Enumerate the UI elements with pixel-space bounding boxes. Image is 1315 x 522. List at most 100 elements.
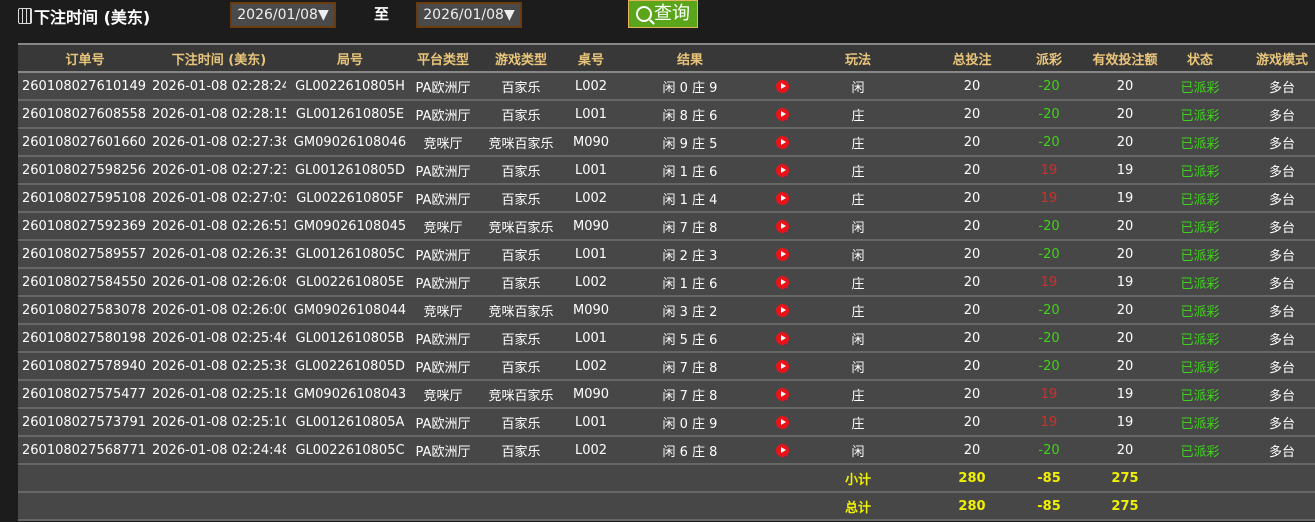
- video-play-icon[interactable]: [775, 135, 789, 149]
- bet-time: 2026-01-08 02:27:03: [152, 184, 286, 213]
- game-type: 百家乐: [472, 436, 570, 465]
- video-play-icon[interactable]: [775, 303, 789, 317]
- query-label: 查询: [654, 3, 690, 24]
- game-mode: 多台: [1224, 212, 1315, 241]
- total-bet: 20: [920, 156, 1024, 185]
- table-no: L002: [570, 72, 612, 101]
- query-button[interactable]: 查询: [628, 0, 698, 28]
- replay-cell[interactable]: [768, 380, 796, 409]
- column-header: 总投注: [920, 43, 1024, 73]
- payout: 19: [1024, 184, 1074, 213]
- subtotal-payout: -85: [1024, 464, 1074, 493]
- video-play-icon[interactable]: [775, 79, 789, 93]
- bet-time: 2026-01-08 02:27:23: [152, 156, 286, 185]
- table-row: 260108027584550 2026-01-08 02:26:08 GL0022…: [18, 268, 1315, 297]
- result: 闲 6 庄 8: [612, 436, 768, 465]
- result: 闲 7 庄 8: [612, 212, 768, 241]
- table-row: 260108027573791 2026-01-08 02:25:10 GL0012…: [18, 408, 1315, 437]
- replay-cell[interactable]: [768, 72, 796, 101]
- platform: PA欧洲厅: [414, 72, 472, 101]
- bet-time: 2026-01-08 02:27:38: [152, 128, 286, 157]
- table-no: L001: [570, 100, 612, 129]
- empty-cell: [414, 492, 472, 521]
- video-play-icon[interactable]: [775, 387, 789, 401]
- video-play-icon[interactable]: [775, 415, 789, 429]
- bet-time: 2026-01-08 02:28:15: [152, 100, 286, 129]
- table-row: 260108027575477 2026-01-08 02:25:18 GM0902…: [18, 380, 1315, 409]
- replay-cell[interactable]: [768, 268, 796, 297]
- game-type: 百家乐: [472, 184, 570, 213]
- bet-option: 庄: [796, 100, 920, 129]
- replay-cell[interactable]: [768, 156, 796, 185]
- valid-bet: 20: [1074, 212, 1176, 241]
- video-play-icon[interactable]: [775, 191, 789, 205]
- video-play-icon[interactable]: [775, 107, 789, 121]
- round-id: GM09026108044: [286, 296, 414, 325]
- replay-cell[interactable]: [768, 128, 796, 157]
- status: 已派彩: [1176, 212, 1224, 241]
- status: 已派彩: [1176, 296, 1224, 325]
- payout: -20: [1024, 296, 1074, 325]
- empty-cell: [472, 464, 570, 493]
- column-header: 桌号: [570, 43, 612, 73]
- status: 已派彩: [1176, 436, 1224, 465]
- game-mode: 多台: [1224, 100, 1315, 129]
- empty-cell: [1224, 464, 1315, 493]
- bet-time: 2026-01-08 02:25:46: [152, 324, 286, 353]
- order-id: 260108027601660: [18, 128, 152, 157]
- game-mode: 多台: [1224, 408, 1315, 437]
- bet-option: 庄: [796, 268, 920, 297]
- payout: -20: [1024, 240, 1074, 269]
- round-id: GL0012610805A: [286, 408, 414, 437]
- replay-cell[interactable]: [768, 436, 796, 465]
- status: 已派彩: [1176, 184, 1224, 213]
- video-play-icon[interactable]: [775, 163, 789, 177]
- replay-cell[interactable]: [768, 240, 796, 269]
- replay-cell[interactable]: [768, 212, 796, 241]
- result: 闲 2 庄 3: [612, 240, 768, 269]
- column-header: 下注时间 (美东): [152, 43, 286, 73]
- payout: -20: [1024, 72, 1074, 101]
- total-bet: 20: [920, 296, 1024, 325]
- payout: -20: [1024, 212, 1074, 241]
- platform: 竞咪厅: [414, 212, 472, 241]
- date-to-select[interactable]: 2026/01/08▼: [416, 2, 522, 28]
- empty-cell: [152, 492, 286, 521]
- replay-cell[interactable]: [768, 184, 796, 213]
- date-from-select[interactable]: 2026/01/08▼: [230, 2, 336, 28]
- round-id: GL0022610805D: [286, 352, 414, 381]
- video-play-icon[interactable]: [775, 247, 789, 261]
- table-row: 260108027580198 2026-01-08 02:25:46 GL0012…: [18, 324, 1315, 353]
- empty-cell: [768, 492, 796, 521]
- column-header: 派彩: [1024, 43, 1074, 73]
- replay-cell[interactable]: [768, 296, 796, 325]
- total-row: 总计 280 -85 275: [18, 492, 1315, 521]
- empty-cell: [18, 492, 152, 521]
- video-play-icon[interactable]: [775, 359, 789, 373]
- total-bet: 20: [920, 72, 1024, 101]
- order-id: 260108027584550: [18, 268, 152, 297]
- table-no: M090: [570, 128, 612, 157]
- table-no: M090: [570, 212, 612, 241]
- table-row: 260108027610149 2026-01-08 02:28:24 GL0022…: [18, 72, 1315, 101]
- round-id: GL0022610805C: [286, 436, 414, 465]
- bet-time: 2026-01-08 02:24:48: [152, 436, 286, 465]
- replay-cell[interactable]: [768, 352, 796, 381]
- video-play-icon[interactable]: [775, 219, 789, 233]
- video-play-icon[interactable]: [775, 275, 789, 289]
- platform: PA欧洲厅: [414, 352, 472, 381]
- payout: 19: [1024, 156, 1074, 185]
- replay-cell[interactable]: [768, 408, 796, 437]
- replay-cell[interactable]: [768, 324, 796, 353]
- video-play-icon[interactable]: [775, 443, 789, 457]
- video-play-icon[interactable]: [775, 331, 789, 345]
- table-no: M090: [570, 296, 612, 325]
- game-mode: 多台: [1224, 268, 1315, 297]
- replay-cell[interactable]: [768, 100, 796, 129]
- table-no: L002: [570, 184, 612, 213]
- status: 已派彩: [1176, 408, 1224, 437]
- total-bet: 20: [920, 352, 1024, 381]
- result: 闲 0 庄 9: [612, 408, 768, 437]
- platform: 竞咪厅: [414, 296, 472, 325]
- filter-title-text: 下注时间 (美东): [34, 8, 151, 27]
